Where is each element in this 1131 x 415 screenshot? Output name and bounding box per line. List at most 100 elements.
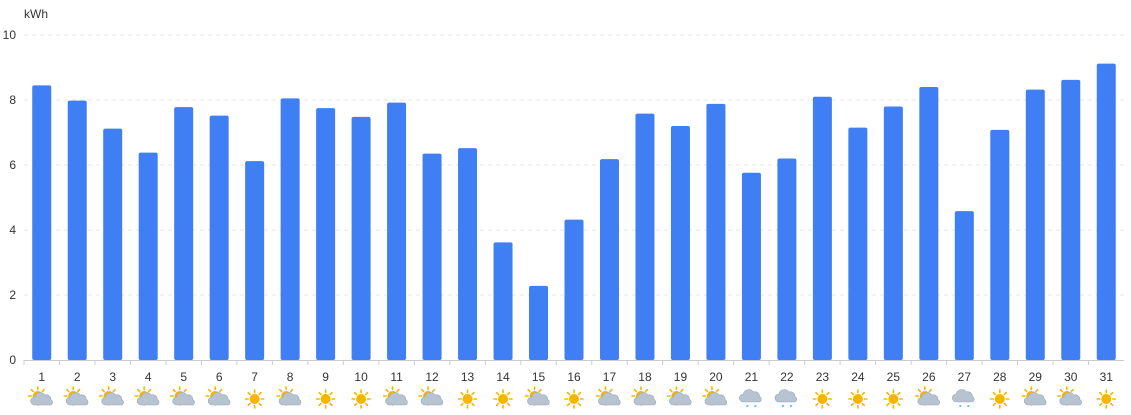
x-tick-label: 9: [322, 370, 329, 384]
bar-day-13[interactable]: [458, 148, 478, 360]
partly-cloudy-icon: [595, 386, 621, 406]
sun-icon: [315, 389, 336, 409]
sun-icon: [244, 389, 265, 409]
bar-layer: [32, 63, 1116, 361]
y-tick-label: 10: [3, 28, 17, 42]
bar-day-14[interactable]: [493, 242, 513, 360]
bar-day-31[interactable]: [1096, 63, 1116, 360]
bar-day-29[interactable]: [1025, 89, 1045, 360]
bar-day-2[interactable]: [67, 100, 87, 361]
rain-cloud-icon: [952, 389, 975, 408]
x-tick-label: 27: [958, 370, 972, 384]
bar-day-3[interactable]: [103, 128, 123, 360]
bar-day-1[interactable]: [32, 85, 52, 360]
rain-cloud-icon: [774, 389, 797, 408]
partly-cloudy-icon: [276, 386, 302, 406]
partly-cloudy-icon: [524, 386, 550, 406]
sun-icon: [493, 389, 513, 409]
x-tick-label: 11: [390, 370, 403, 384]
x-tick-layer: 1 2 3 4 5 6 7 8 9 10 11 12 13 14 15 16 17 18 19 20 21 22 23 24 2…: [38, 370, 1113, 384]
partly-cloudy-icon: [418, 386, 444, 406]
x-tick-label: 28: [993, 370, 1007, 384]
x-tick-label: 24: [851, 370, 865, 384]
bar-day-5[interactable]: [174, 107, 194, 361]
bar-day-16[interactable]: [564, 219, 584, 360]
y-tick-label: 8: [9, 93, 16, 107]
partly-cloudy-icon: [915, 386, 940, 406]
y-tick-layer: 0 2 4 6 8 10: [3, 28, 17, 367]
bar-day-19[interactable]: [670, 126, 690, 360]
grid-layer: [23, 34, 1124, 365]
bar-day-20[interactable]: [706, 103, 726, 361]
x-tick-label: 5: [180, 370, 187, 384]
sun-icon: [812, 389, 833, 409]
bar-day-26[interactable]: [919, 87, 939, 360]
bar-day-23[interactable]: [812, 96, 832, 360]
bar-day-12[interactable]: [422, 153, 442, 360]
sun-icon: [457, 389, 478, 409]
partly-cloudy-icon: [27, 386, 53, 406]
sun-icon: [883, 389, 904, 409]
x-tick-label: 29: [1029, 370, 1043, 384]
partly-cloudy-icon: [205, 386, 231, 406]
y-tick-label: 4: [9, 223, 16, 237]
bar-day-15[interactable]: [529, 285, 549, 360]
x-tick-label: 13: [461, 370, 475, 384]
sun-icon: [848, 389, 868, 409]
bar-day-21[interactable]: [741, 172, 761, 360]
y-tick-label: 6: [9, 158, 16, 172]
partly-cloudy-icon: [382, 386, 408, 406]
bar-day-24[interactable]: [848, 127, 868, 360]
bar-day-11[interactable]: [387, 102, 407, 360]
x-tick-label: 1: [38, 370, 45, 384]
x-tick-label: 15: [532, 370, 546, 384]
x-tick-label: 21: [745, 370, 759, 384]
bar-day-9[interactable]: [316, 108, 336, 360]
x-tick-label: 14: [496, 370, 510, 384]
x-tick-label: 31: [1100, 370, 1114, 384]
partly-cloudy-icon: [702, 386, 727, 406]
y-tick-label: 2: [9, 288, 16, 302]
x-tick-label: 30: [1064, 370, 1078, 384]
partly-cloudy-icon: [1021, 386, 1047, 406]
bar-day-10[interactable]: [351, 116, 371, 361]
bar-day-17[interactable]: [599, 159, 619, 360]
bar-day-22[interactable]: [777, 158, 797, 361]
bar-day-25[interactable]: [883, 106, 903, 361]
bar-day-28[interactable]: [990, 129, 1010, 360]
bar-day-4[interactable]: [138, 152, 158, 360]
sun-icon: [1096, 389, 1117, 409]
x-tick-label: 2: [74, 370, 81, 384]
partly-cloudy-icon: [63, 386, 89, 406]
x-tick-label: 8: [287, 370, 294, 384]
x-tick-label: 26: [922, 370, 936, 384]
bar-day-6[interactable]: [209, 115, 229, 360]
bar-day-8[interactable]: [280, 98, 300, 360]
weather-icon-layer: [27, 386, 1117, 409]
partly-cloudy-icon: [666, 386, 692, 406]
rain-cloud-icon: [739, 389, 762, 408]
bar-day-7[interactable]: [245, 161, 265, 360]
x-tick-label: 23: [816, 370, 830, 384]
x-tick-label: 22: [780, 370, 794, 384]
bar-day-18[interactable]: [635, 113, 655, 361]
bar-day-27[interactable]: [954, 211, 974, 360]
bar-day-30[interactable]: [1061, 79, 1081, 360]
x-tick-label: 4: [145, 370, 152, 384]
x-tick-label: 19: [674, 370, 688, 384]
x-tick-label: 20: [709, 370, 723, 384]
partly-cloudy-icon: [169, 386, 195, 406]
y-axis-unit-label: kWh: [24, 7, 48, 21]
x-tick-label: 25: [887, 370, 901, 384]
x-tick-label: 17: [603, 370, 617, 384]
x-tick-label: 7: [251, 370, 258, 384]
x-tick-label: 6: [216, 370, 223, 384]
sun-icon: [351, 389, 371, 409]
x-tick-label: 12: [425, 370, 439, 384]
x-tick-label: 10: [354, 370, 368, 384]
x-tick-label: 16: [567, 370, 581, 384]
x-tick-label: 3: [109, 370, 116, 384]
partly-cloudy-icon: [134, 386, 160, 406]
